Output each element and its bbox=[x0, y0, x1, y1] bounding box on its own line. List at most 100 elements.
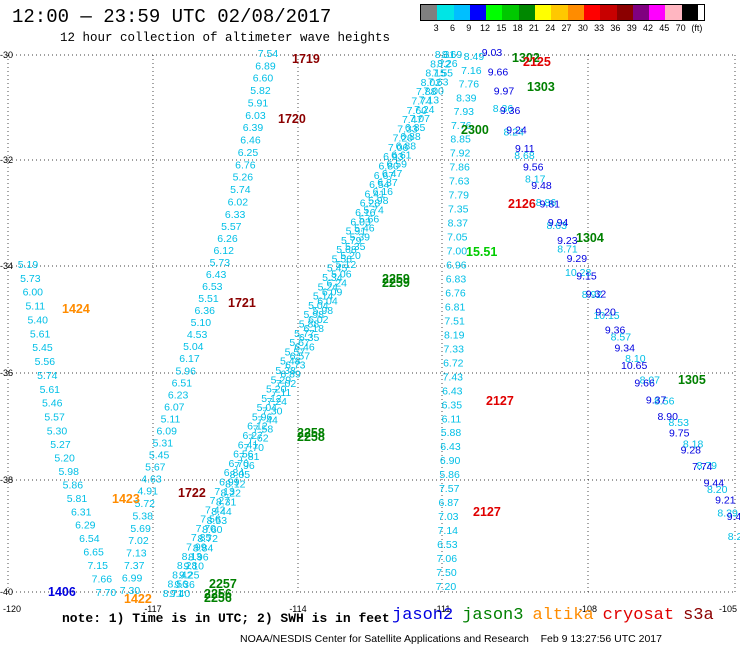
swh-value: 9.25 bbox=[179, 570, 200, 582]
legend-label: 45 bbox=[659, 23, 670, 33]
swh-value: 6.84 bbox=[224, 467, 245, 479]
swh-value: 9.56 bbox=[523, 161, 544, 173]
legend-label: 21 bbox=[528, 23, 539, 33]
swh-value: 7.15 bbox=[87, 560, 108, 572]
legend-swatch bbox=[437, 5, 454, 20]
satellite-tracks: 7.546.896.605.825.916.036.396.466.256.76… bbox=[18, 47, 740, 600]
swh-value: 7.35 bbox=[448, 204, 469, 216]
swh-value: 6.59 bbox=[386, 159, 407, 171]
swh-value: 9.34 bbox=[614, 342, 635, 354]
swh-value: 8.90 bbox=[657, 411, 678, 423]
swh-value: 8.31 bbox=[216, 497, 237, 509]
swh-value: 7.70 bbox=[196, 523, 217, 535]
swh-value: 8.07 bbox=[640, 374, 661, 386]
swh-value: 8.28 bbox=[177, 560, 198, 572]
swh-value: 8.71 bbox=[557, 244, 578, 256]
swh-value: 6.72 bbox=[443, 357, 464, 369]
swh-value: 4.53 bbox=[187, 329, 208, 341]
swh-value: 5.98 bbox=[313, 305, 334, 317]
swh-value: 5.82 bbox=[250, 85, 271, 97]
swh-value: 8.86 bbox=[536, 197, 557, 209]
swh-value: 5.38 bbox=[132, 510, 153, 522]
swh-value: 6.43 bbox=[206, 269, 227, 281]
swh-value: 6.43 bbox=[442, 385, 463, 397]
swh-value: 6.16 bbox=[373, 186, 394, 198]
swh-value: 6.03 bbox=[350, 216, 371, 228]
swh-value: 6.16 bbox=[355, 207, 376, 219]
swh-value: 5.26 bbox=[233, 172, 254, 184]
swh-value: 6.70 bbox=[228, 458, 249, 470]
legend-label: 70 bbox=[675, 23, 686, 33]
legend-label: 36 bbox=[610, 23, 621, 33]
swh-value: 7.62 bbox=[248, 433, 269, 445]
swh-value: 9.40 bbox=[170, 588, 191, 600]
time-label: 2258 bbox=[297, 430, 325, 444]
swh-value: 5.40 bbox=[27, 315, 48, 327]
swh-value: 6.88 bbox=[396, 140, 417, 152]
swh-value: 7.79 bbox=[448, 190, 469, 202]
swh-value: 5.73 bbox=[210, 257, 231, 269]
swh-value: 5.27 bbox=[50, 439, 71, 451]
swh-value: 5.11 bbox=[161, 413, 181, 425]
swh-value: 8.71 bbox=[163, 588, 184, 600]
time-label: 2257 bbox=[209, 577, 237, 591]
satellite-name: cryosat bbox=[602, 606, 675, 625]
swh-value: 5.86 bbox=[63, 479, 84, 491]
lon-label: -120 bbox=[3, 604, 21, 614]
swh-value: 6.04 bbox=[317, 296, 338, 308]
swh-value: 6.03 bbox=[245, 110, 266, 122]
swh-value: 9.75 bbox=[669, 428, 690, 440]
swh-value: 5.04 bbox=[257, 402, 278, 414]
swh-value: 6.89 bbox=[255, 60, 276, 72]
legend-spacer bbox=[420, 23, 428, 33]
swh-value: 5.69 bbox=[130, 523, 151, 535]
swh-value: 6.26 bbox=[217, 233, 238, 245]
lon-label: -108 bbox=[579, 604, 597, 614]
time-label: 1722 bbox=[178, 486, 206, 500]
swh-value: 6.02 bbox=[228, 197, 249, 209]
page-subtitle: 12 hour collection of altimeter wave hei… bbox=[60, 31, 391, 45]
swh-value: 7.70 bbox=[244, 442, 265, 454]
swh-value: 8.13 bbox=[182, 551, 203, 563]
time-label: 1422 bbox=[124, 592, 152, 606]
swh-value: 5.46 bbox=[354, 223, 375, 235]
time-label: 2258 bbox=[297, 426, 325, 440]
swh-value: 5.14 bbox=[313, 291, 334, 303]
swh-value: 5.30 bbox=[47, 425, 68, 437]
swh-value: 6.46 bbox=[294, 341, 315, 353]
swh-value: 9.66 bbox=[634, 378, 655, 390]
swh-value: 6.81 bbox=[445, 301, 466, 313]
swh-value: 7.24 bbox=[267, 396, 288, 408]
swh-value: 7.07 bbox=[409, 113, 430, 125]
swh-value: 8.36 bbox=[493, 103, 514, 115]
swh-value: 7.54 bbox=[258, 48, 279, 60]
swh-value: 7.85 bbox=[191, 532, 212, 544]
swh-value: 5.38 bbox=[275, 365, 296, 377]
swh-value: 6.65 bbox=[83, 547, 104, 559]
swh-value: 7.56 bbox=[200, 514, 221, 526]
swh-value: 6.12 bbox=[247, 421, 268, 433]
swh-value: 5.48 bbox=[280, 356, 301, 368]
swh-value: 6.11 bbox=[442, 413, 462, 425]
swh-value: 6.35 bbox=[442, 399, 463, 411]
legend-label: 39 bbox=[626, 23, 637, 33]
swh-value: 8.02 bbox=[421, 77, 442, 89]
swh-value: 7.00 bbox=[447, 246, 468, 258]
swh-value: 5.74 bbox=[230, 184, 251, 196]
swh-value: 5.98 bbox=[58, 466, 79, 478]
legend-swatch bbox=[486, 5, 503, 20]
swh-value: 7.30 bbox=[120, 585, 141, 597]
timestamp: Feb 9 13:27:56 UTC 2017 bbox=[540, 633, 662, 645]
credit-text: NOAA/NESDIS Center for Satellite Applica… bbox=[240, 633, 529, 645]
swh-value: 8.85 bbox=[450, 134, 471, 146]
time-label: 1303 bbox=[527, 80, 555, 94]
lat-label: -40 bbox=[0, 587, 13, 597]
swh-value: 8.42 bbox=[172, 569, 193, 581]
swh-value: 5.35 bbox=[345, 241, 366, 253]
swh-value: 9.48 bbox=[531, 180, 552, 192]
swh-value: 9.94 bbox=[548, 217, 569, 229]
legend-swatch bbox=[583, 5, 601, 20]
legend-swatch bbox=[518, 5, 536, 20]
swh-value: 5.10 bbox=[191, 317, 212, 329]
swh-value: 8.21 bbox=[728, 531, 740, 543]
